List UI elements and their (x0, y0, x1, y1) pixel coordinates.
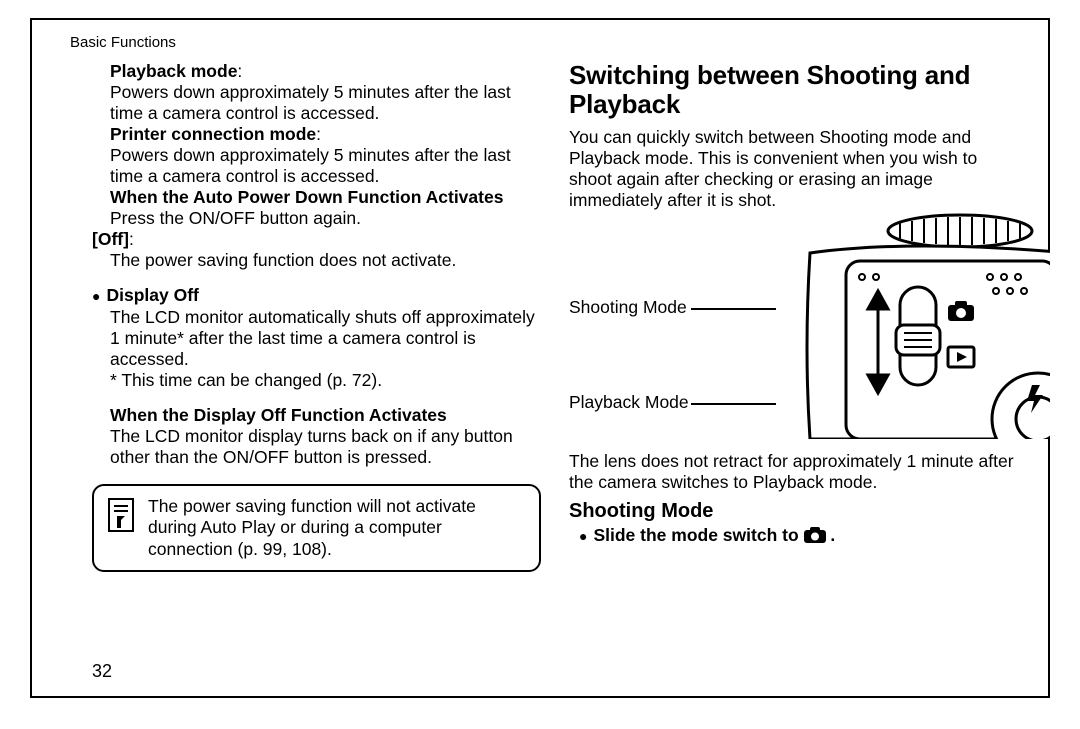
section-header: Basic Functions (70, 34, 1018, 51)
auto-power-down-title: When the Auto Power Down Function Activa… (110, 187, 503, 207)
auto-power-down-body: Press the ON/OFF button again. (110, 208, 541, 229)
slide-instruction: Slide the mode switch to . (593, 525, 835, 546)
right-column: Switching between Shooting and Playback … (569, 61, 1018, 661)
note-icon (108, 498, 134, 532)
switching-title: Switching between Shooting and Playback (569, 61, 1018, 119)
shooting-mode-label: Shooting Mode (569, 297, 687, 318)
playback-mode-body: Powers down approximately 5 minutes afte… (110, 82, 541, 124)
playback-mode-label: Playback Mode (569, 392, 689, 413)
switching-intro: You can quickly switch between Shooting … (569, 127, 1018, 211)
bullet-icon: ● (92, 285, 100, 307)
display-off-activates-title: When the Display Off Function Activates (110, 405, 447, 425)
off-body: The power saving function does not activ… (110, 250, 541, 271)
off-title: [Off] (92, 229, 129, 249)
page-number: 32 (92, 661, 112, 682)
camera-diagram: Shooting Mode Playback Mode (569, 217, 1018, 447)
note-box: The power saving function will not activ… (92, 484, 541, 572)
display-off-title: Display Off (106, 285, 198, 306)
playback-mode-title: Playback mode (110, 61, 237, 81)
camera-icon (804, 527, 826, 543)
printer-mode-body: Powers down approximately 5 minutes afte… (110, 145, 541, 187)
playback-retract-note: The lens does not retract for approximat… (569, 451, 1018, 493)
shooting-mode-section-title: Shooting Mode (569, 499, 1018, 523)
display-off-activates-body: The LCD monitor display turns back on if… (110, 426, 541, 468)
display-off-footnote: * This time can be changed (p. 72). (110, 370, 541, 391)
left-column: Playback mode: Powers down approximately… (92, 61, 541, 661)
bullet-icon: ● (579, 525, 587, 547)
camera-svg (750, 209, 1050, 439)
note-text: The power saving function will not activ… (148, 496, 525, 560)
display-off-body: The LCD monitor automatically shuts off … (110, 307, 541, 370)
printer-mode-title: Printer connection mode (110, 124, 316, 144)
